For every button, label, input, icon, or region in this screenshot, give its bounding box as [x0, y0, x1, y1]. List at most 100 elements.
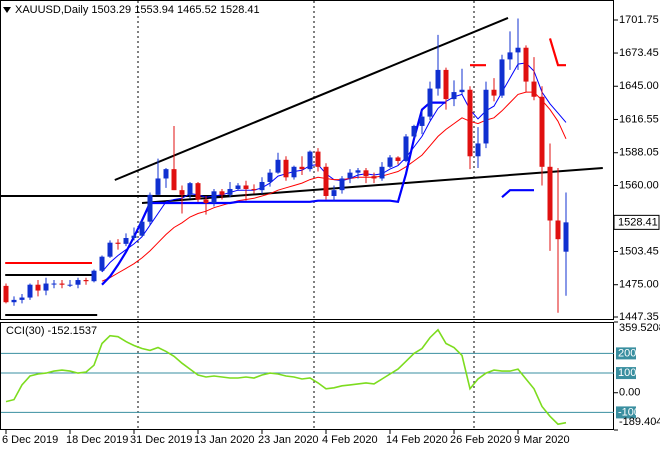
level-label: -100	[618, 406, 640, 418]
candle-body	[187, 183, 193, 195]
candle-body	[395, 157, 401, 161]
indicator-line	[470, 38, 566, 67]
candle-body	[531, 81, 537, 97]
y-tick-label: 1588.05	[619, 147, 659, 159]
candle-body	[499, 59, 505, 96]
candle-body	[3, 285, 9, 303]
x-tick-label: 4 Feb 2020	[322, 434, 378, 446]
candle-body	[275, 159, 281, 173]
candle-body	[179, 190, 185, 195]
candle-body	[363, 170, 369, 177]
x-tick-label: 23 Jan 2020	[258, 434, 319, 446]
candle-body	[83, 280, 89, 282]
candle-body	[483, 89, 489, 144]
level-label: 200	[618, 347, 636, 359]
candle-body	[491, 89, 497, 96]
candle-body	[19, 297, 25, 300]
level-tag	[616, 406, 636, 419]
candle-body	[371, 176, 377, 179]
candle-body	[307, 151, 313, 170]
candle-body	[523, 47, 529, 82]
candle-body	[347, 172, 353, 179]
candle-body	[267, 172, 273, 182]
last-price-tag	[613, 214, 660, 230]
candle-body	[419, 116, 425, 126]
candle-body	[443, 69, 449, 100]
trend-line	[141, 166, 603, 204]
candle-body	[227, 188, 233, 195]
candle-body	[43, 283, 49, 291]
candle-body	[211, 191, 217, 203]
x-tick-label: 31 Dec 2019	[130, 434, 192, 446]
candle-body	[203, 199, 209, 203]
x-tick-label: 26 Feb 2020	[450, 434, 512, 446]
cci-panel-frame	[0, 322, 614, 430]
candle-body	[59, 283, 65, 285]
candle-body	[435, 69, 441, 89]
y-tick-label: 1503.45	[619, 245, 659, 257]
candle-body	[243, 185, 249, 189]
candle-body	[323, 166, 329, 196]
candle-body	[147, 194, 153, 222]
x-tick-label: 9 Mar 2020	[514, 434, 570, 446]
candle-body	[355, 170, 361, 173]
candle-body	[291, 166, 297, 178]
candle-body	[139, 221, 145, 236]
y-tick-label: 359.5208	[619, 322, 660, 334]
candle-body	[115, 242, 121, 244]
candle-body	[339, 178, 345, 191]
candle-body	[283, 159, 289, 178]
candle-body	[555, 220, 561, 240]
menu-icon[interactable]	[3, 7, 11, 13]
candle-body	[299, 166, 305, 170]
y-tick-label: 1560.00	[619, 179, 659, 191]
candle-body	[475, 143, 481, 157]
candle-body	[11, 299, 17, 303]
last-price-label: 1528.41	[618, 216, 658, 228]
candle-body	[387, 157, 393, 167]
y-tick-label: 1616.55	[619, 113, 659, 125]
candle-body	[467, 89, 473, 157]
cci-line	[5, 328, 567, 426]
y-tick-label: 1645.00	[619, 80, 659, 92]
x-tick-label: 14 Feb 2020	[386, 434, 448, 446]
candle-body	[547, 166, 553, 221]
candle-body	[507, 52, 513, 60]
candle-body	[27, 284, 33, 298]
x-tick-label: 13 Jan 2020	[194, 434, 255, 446]
candle-body	[563, 222, 569, 252]
chart-title: XAUUSD,Daily 1503.29 1553.94 1465.52 152…	[15, 4, 260, 16]
level-label: 100	[618, 367, 636, 379]
y-tick-label: 0.00	[619, 387, 640, 399]
candle-body	[91, 270, 97, 282]
level-tag	[616, 367, 636, 380]
candle-body	[451, 92, 457, 100]
y-tick-label: 1475.00	[619, 279, 659, 291]
candle-body	[539, 96, 545, 167]
y-tick-label: 1447.35	[619, 311, 659, 323]
candle-body	[35, 284, 41, 291]
indicator-line	[101, 101, 534, 286]
y-tick-label: 1701.75	[619, 14, 659, 26]
x-tick-label: 18 Dec 2019	[66, 434, 128, 446]
x-tick-label: 6 Dec 2019	[2, 434, 58, 446]
candle-body	[131, 235, 137, 239]
candle-body	[259, 181, 265, 191]
indicator-line	[101, 91, 567, 282]
candle-body	[331, 190, 337, 196]
candle-body	[75, 280, 81, 285]
candle-body	[195, 183, 201, 200]
candle-body	[219, 191, 225, 195]
candle-body	[155, 178, 161, 195]
candle-body	[403, 136, 409, 161]
main-panel-frame	[0, 0, 614, 320]
y-tick-label: -189.4041	[619, 416, 660, 428]
level-tag	[616, 347, 636, 360]
candle-body	[315, 151, 321, 167]
candle-body	[123, 238, 129, 244]
candle-body	[107, 242, 113, 257]
indicator-title: CCI(30) -152.1537	[6, 325, 97, 337]
candle-body	[411, 125, 417, 137]
candle-body	[515, 47, 521, 53]
